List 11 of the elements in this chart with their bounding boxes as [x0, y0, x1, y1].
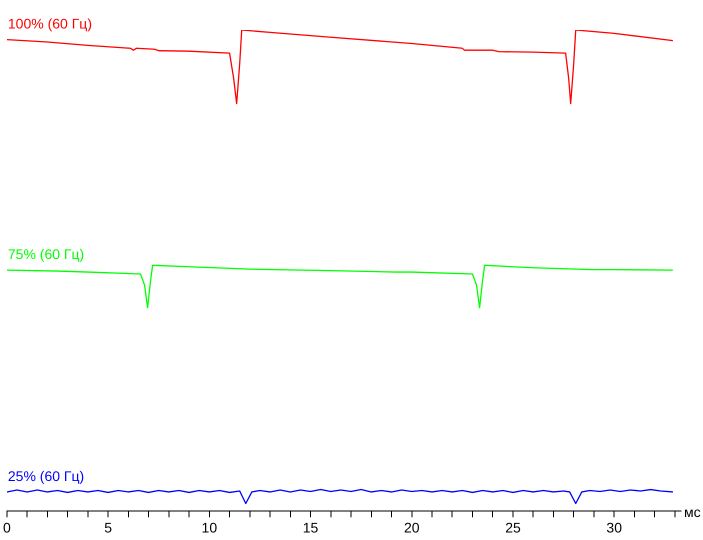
- x-tick-label: 10: [202, 519, 218, 536]
- series-label: 100% (60 Гц): [8, 15, 92, 32]
- x-tick-label: 30: [606, 519, 622, 536]
- x-tick-label: 0: [2, 519, 11, 536]
- x-tick-label: 25: [505, 519, 521, 536]
- series-label: 75% (60 Гц): [8, 246, 84, 262]
- x-tick-label: 20: [404, 519, 420, 536]
- x-tick-label: 15: [302, 519, 319, 536]
- x-axis-title: мс: [684, 504, 701, 520]
- x-tick-label: 5: [104, 519, 112, 536]
- series-label: 25% (60 Гц): [8, 468, 84, 484]
